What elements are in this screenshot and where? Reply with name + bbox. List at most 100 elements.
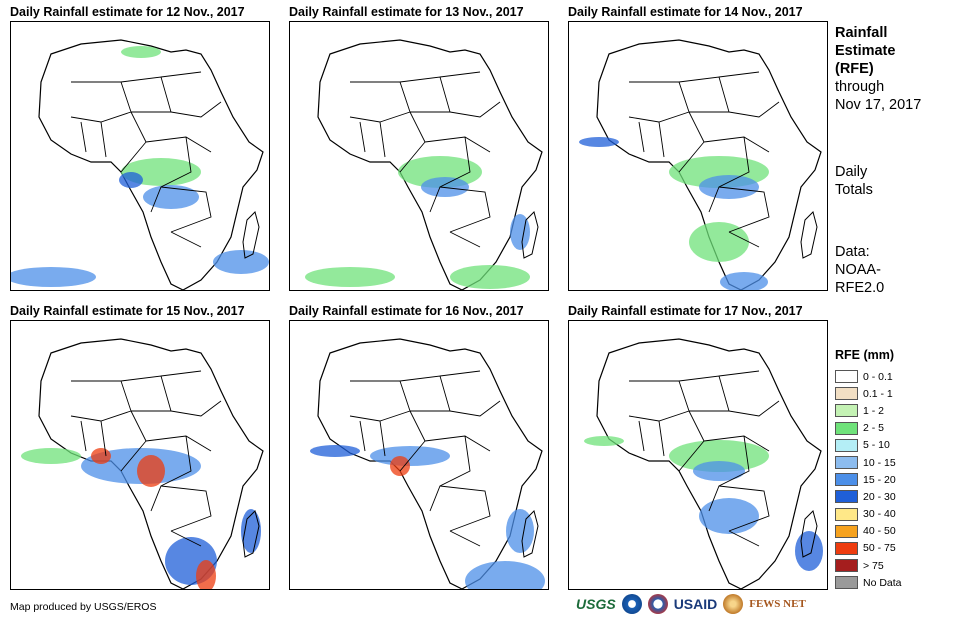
map-canvas [11, 39, 269, 290]
rainfall-area [579, 137, 619, 147]
country-border [170, 101, 222, 118]
legend-swatch [835, 507, 858, 521]
country-border [150, 435, 192, 512]
legend-label: 15 - 20 [863, 473, 896, 486]
map-panel-13-nov: Daily Rainfall estimate for 13 Nov., 201… [289, 4, 549, 291]
legend-label: 30 - 40 [863, 508, 896, 521]
rainfall-area [689, 222, 749, 262]
heading-line: Estimate [835, 43, 896, 59]
country-border [449, 231, 481, 248]
rainfall-area [21, 448, 81, 464]
legend-label: 5 - 10 [863, 439, 890, 452]
data-source: Data: NOAA- RFE2.0 [835, 243, 884, 297]
legend-label: 20 - 30 [863, 490, 896, 503]
panel-title: Daily Rainfall estimate for 13 Nov., 201… [289, 5, 524, 19]
country-border [170, 231, 202, 248]
legend-item: > 75 [835, 557, 902, 574]
madagascar-outline [242, 510, 260, 558]
rainfall-area [390, 456, 410, 476]
legend-item: 20 - 30 [835, 488, 902, 505]
period-label: Daily Totals [835, 163, 873, 199]
heading-line: Rainfall [835, 25, 888, 41]
rainfall-area [143, 185, 199, 209]
country-border [718, 485, 770, 532]
rainfall-map [289, 21, 549, 291]
legend-item: No Data [835, 574, 902, 591]
country-border [449, 530, 481, 547]
rainfall-map [10, 320, 270, 590]
heading-line: (RFE) [835, 61, 874, 77]
madagascar-outline [521, 510, 539, 558]
map-canvas [584, 338, 823, 589]
legend-label: 0 - 0.1 [863, 370, 893, 383]
legend-item: 0 - 0.1 [835, 368, 902, 385]
usaid-logo: USAID [673, 596, 718, 612]
legend-swatch [835, 541, 858, 555]
legend-swatch [835, 490, 858, 504]
data-label: Data: [835, 244, 870, 260]
legend-label: 0.1 - 1 [863, 387, 893, 400]
rfe-legend: RFE (mm) 0 - 0.1 0.1 - 1 1 - 2 2 - 5 5 - 10 1… [835, 348, 902, 591]
rainfall-area [305, 267, 395, 287]
legend-item: 50 - 75 [835, 540, 902, 557]
rainfall-area [310, 445, 360, 457]
country-border [170, 400, 222, 417]
madagascar-outline [521, 211, 539, 259]
rainfall-area [196, 560, 216, 589]
country-border [399, 76, 451, 113]
country-border [708, 435, 750, 512]
country-border [399, 375, 451, 412]
country-border [658, 420, 665, 457]
country-border [100, 420, 107, 457]
legend-swatch [835, 404, 858, 418]
legend-item: 0.1 - 1 [835, 385, 902, 402]
panel-title: Daily Rainfall estimate for 16 Nov., 201… [289, 304, 524, 318]
legend-label: 40 - 50 [863, 525, 896, 538]
rainfall-area [699, 175, 759, 199]
rainfall-area [584, 436, 624, 446]
rainfall-area [720, 272, 768, 290]
country-border [120, 76, 172, 113]
country-border [449, 101, 501, 118]
country-border [718, 71, 760, 78]
country-border [80, 121, 87, 153]
legend-swatch [835, 438, 858, 452]
rainfall-map [568, 21, 828, 291]
logo-strip: USGS USAID FEWS NET [576, 594, 806, 614]
legend-label: 50 - 75 [863, 542, 896, 555]
legend-rows: 0 - 0.1 0.1 - 1 1 - 2 2 - 5 5 - 10 10 - 15 15 … [835, 368, 902, 591]
map-canvas [21, 338, 264, 589]
legend-item: 2 - 5 [835, 420, 902, 437]
legend-swatch [835, 576, 858, 590]
country-border [718, 370, 760, 377]
daily-label: Daily [835, 164, 868, 180]
rainfall-area [465, 561, 545, 589]
madagascar-outline [800, 510, 818, 558]
rainfall-area [506, 509, 534, 553]
rainfall-area [119, 172, 143, 188]
legend-swatch [835, 370, 858, 384]
country-border [160, 186, 212, 233]
country-border [160, 370, 202, 377]
map-panel-12-nov: Daily Rainfall estimate for 12 Nov., 201… [10, 4, 270, 291]
rainfall-area [213, 250, 269, 274]
data-source-line: RFE2.0 [835, 280, 885, 296]
country-border [439, 485, 491, 532]
rainfall-map [568, 320, 828, 590]
map-panel-15-nov: Daily Rainfall estimate for 15 Nov., 201… [10, 303, 270, 590]
legend-swatch [835, 473, 858, 487]
country-border [359, 420, 366, 452]
legend-label: > 75 [863, 559, 884, 572]
madagascar-outline [800, 211, 818, 259]
rainfall-area [137, 455, 165, 487]
country-border [429, 435, 471, 512]
rainfall-area [450, 265, 530, 289]
legend-swatch [835, 559, 858, 573]
totals-label: Totals [835, 182, 873, 198]
country-border [708, 136, 750, 213]
country-border [150, 136, 192, 213]
country-border [678, 375, 730, 412]
rainfall-area [669, 440, 769, 472]
rainfall-map [289, 320, 549, 590]
through-label: through [835, 79, 885, 95]
